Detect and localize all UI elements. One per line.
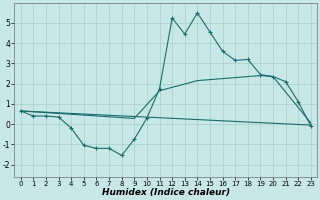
X-axis label: Humidex (Indice chaleur): Humidex (Indice chaleur): [102, 188, 230, 197]
